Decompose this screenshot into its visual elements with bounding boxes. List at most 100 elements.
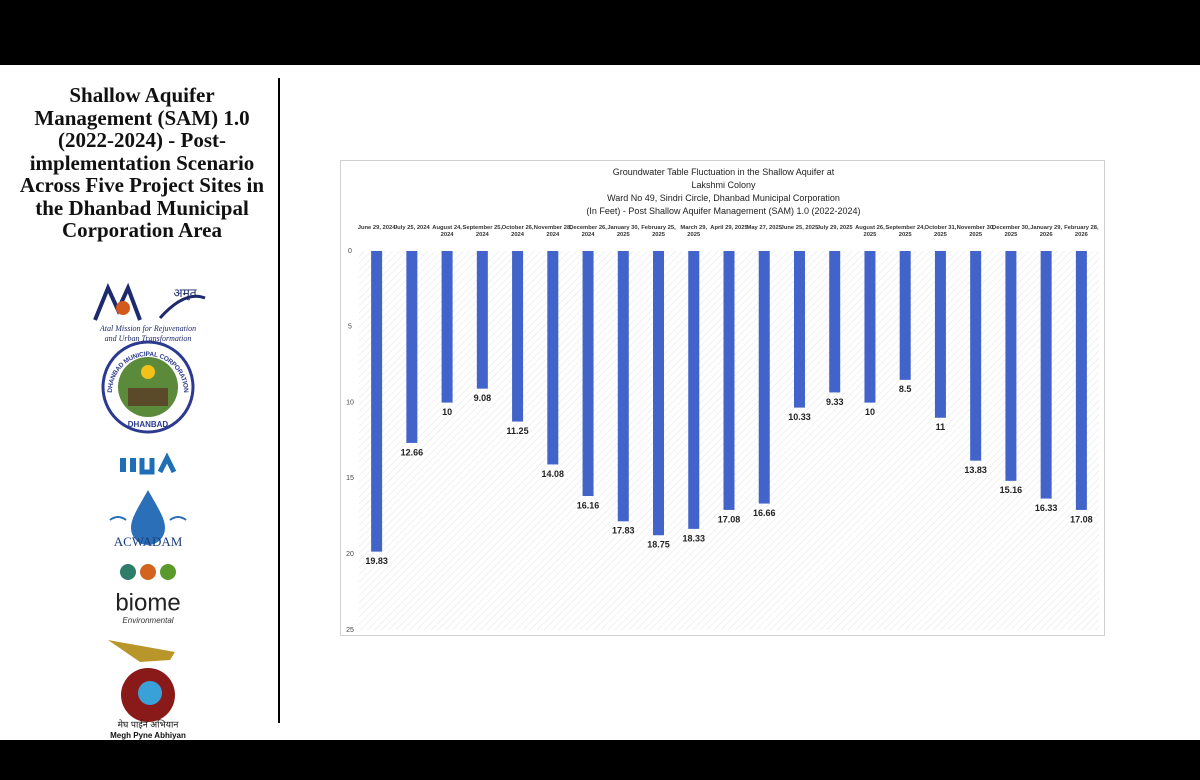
amrut-hindi: अमृत (173, 286, 197, 301)
megh-hindi: मेघ पाईन अभियान (118, 718, 180, 729)
sidebar-title: Shallow Aquifer Management (SAM) 1.0 (20… (19, 83, 265, 242)
value-label: 17.83 (612, 526, 635, 536)
value-label: 18.75 (647, 540, 670, 550)
megh-leaf (108, 640, 175, 662)
dmc-city: DHANBAD (128, 420, 169, 429)
bar (758, 251, 770, 504)
biome-name: biome (115, 589, 180, 616)
biome-dot3 (160, 564, 176, 580)
y-tick-label: 25 (346, 627, 354, 634)
dmc-logo: DHANBAD MUNICIPAL CORPORATION DHANBAD (101, 340, 195, 434)
value-label: 16.16 (577, 500, 600, 510)
chart: 0 5 10 15 20 25 19.83 12.66 10 9.08 11.25 14.08 16.1… (340, 160, 1105, 636)
niua-n (120, 458, 126, 472)
value-label: 10.33 (788, 412, 811, 422)
biome-dot1 (120, 564, 136, 580)
value-label: 16.66 (753, 508, 776, 518)
biome-logo: biome Environmental (115, 564, 181, 625)
x-tick-label: August 24, 2024 (432, 225, 462, 238)
bar (406, 251, 418, 443)
value-label: 9.33 (826, 397, 844, 407)
bar (653, 251, 665, 536)
x-tick-label: October 26, 2024 (501, 225, 534, 238)
value-label: 8.5 (899, 384, 912, 394)
x-tick-label: June 25, 2025 (780, 225, 819, 231)
biome-sub: Environmental (122, 616, 173, 625)
amrut-logo: अमृत Atal Mission for Rejuvenation and U… (93, 282, 206, 343)
biome-dot2 (140, 564, 156, 580)
x-tick-label: September 25, 2024 (462, 225, 503, 238)
acwadam-logo: ACWADAM (109, 490, 187, 549)
bar (934, 251, 946, 418)
niua-u (139, 458, 155, 475)
bar (1005, 251, 1017, 481)
value-label: 11.25 (507, 426, 529, 436)
x-tick-label: July 29, 2025 (816, 225, 853, 231)
bar (1040, 251, 1052, 499)
value-label: 11 (936, 422, 946, 432)
divider (278, 78, 280, 723)
dmc-ground (128, 388, 168, 406)
niua-a (157, 452, 177, 474)
megh-drop (138, 681, 162, 705)
x-tick-label: August 26, 2025 (855, 225, 885, 238)
bar (829, 251, 841, 393)
x-tick-label: December 26, 2024 (569, 225, 607, 238)
acwadam-name: ACWADAM (114, 534, 183, 549)
amrut-dot (116, 301, 130, 315)
megh-logo: मेघ पाईन अभियान Megh Pyne Abhiyan (108, 640, 186, 740)
niua-i (130, 458, 136, 472)
x-tick-label: February 28, 2026 (1064, 225, 1099, 238)
amrut-line1: Atal Mission for Rejuvenation (99, 324, 196, 333)
value-label: 12.66 (401, 447, 424, 457)
x-tick-label: January 29, 2026 (1030, 225, 1063, 238)
bar (688, 251, 700, 529)
bar (512, 251, 524, 422)
value-label: 19.83 (365, 556, 388, 566)
acwadam-drop (131, 490, 165, 545)
value-label: 17.08 (718, 514, 741, 524)
x-tick-label: March 29, 2025 (680, 225, 708, 238)
acwadam-waves (109, 516, 187, 521)
amrut-line2: and Urban Transformation (105, 334, 192, 343)
amrut-swoosh (158, 294, 206, 319)
chart-title-line: (In Feet) - Post Shallow Aquifer Managem… (586, 206, 861, 216)
y-tick-label: 5 (348, 324, 352, 331)
y-tick-label: 10 (346, 399, 354, 406)
value-label: 10 (442, 407, 452, 417)
bar (617, 251, 629, 522)
logos: अमृत Atal Mission for Rejuvenation and U… (93, 282, 206, 740)
value-label: 15.16 (1000, 485, 1023, 495)
x-tick-label: May 27, 2025 (746, 225, 782, 231)
bar (793, 251, 805, 408)
value-label: 17.08 (1070, 514, 1093, 524)
x-tick-label: June 29, 2024 (357, 225, 396, 231)
value-label: 16.33 (1035, 503, 1058, 513)
chart-title-line: Groundwater Table Fluctuation in the Sha… (612, 167, 835, 177)
top-bar (0, 0, 1200, 65)
value-label: 10 (865, 407, 875, 417)
x-tick-label: December 30, 2025 (992, 225, 1030, 238)
y-tick-label: 0 (348, 248, 352, 255)
bar (864, 251, 876, 403)
dmc-sun (141, 365, 155, 379)
bar (476, 251, 488, 389)
bar (899, 251, 911, 380)
x-tick-label: April 29, 2025 (710, 225, 748, 231)
y-tick-label: 20 (346, 551, 354, 558)
value-label: 14.08 (542, 469, 565, 479)
bar (723, 251, 735, 510)
chart-svg: 0 5 10 15 20 25 19.83 12.66 10 9.08 11.25 14.08 16.1… (346, 248, 1099, 634)
x-tick-label: November 30, 2025 (956, 225, 995, 238)
chart-title-line: Lakshmi Colony (691, 180, 756, 190)
niua-logo (120, 452, 177, 475)
megh-name: Megh Pyne Abhiyan (110, 731, 186, 740)
bar (371, 251, 383, 552)
bar (582, 251, 594, 496)
x-tick-label: September 24, 2025 (885, 225, 925, 238)
value-label: 9.08 (474, 393, 492, 403)
x-tick-label: October 31, 2025 (924, 225, 957, 238)
x-tick-label: January 30, 2025 (607, 225, 640, 238)
bottom-bar (0, 740, 1200, 780)
